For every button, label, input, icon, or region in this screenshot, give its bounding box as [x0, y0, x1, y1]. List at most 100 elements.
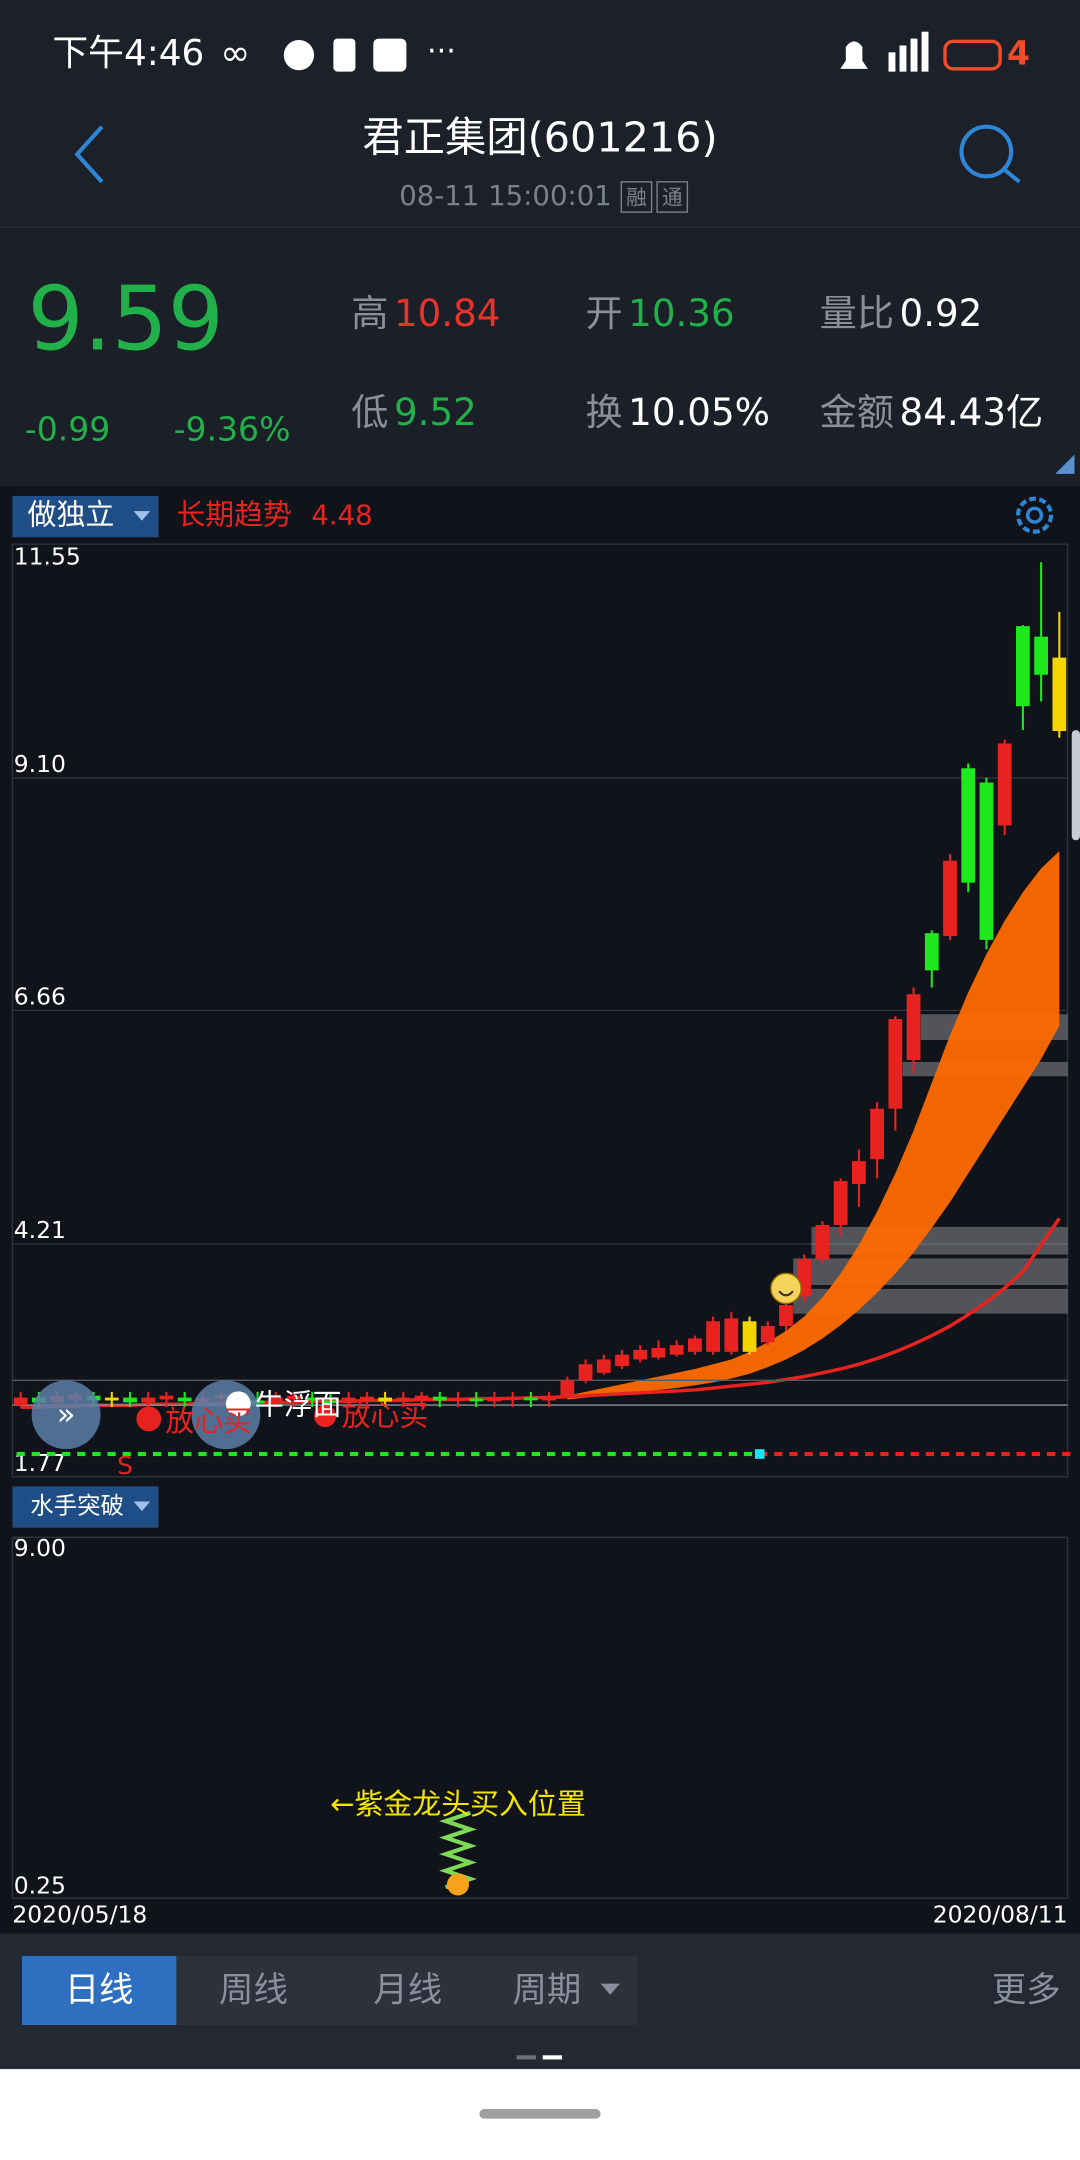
page-dot [516, 2055, 536, 2060]
trend-label: 长期趋势 [176, 498, 292, 532]
stat-value: 10.84 [394, 291, 500, 335]
signal-dash [546, 1451, 556, 1457]
candle-body [505, 1396, 520, 1400]
signal-dot [314, 1405, 337, 1428]
search-button[interactable] [959, 124, 1021, 184]
battery-level: 4 [1007, 34, 1030, 73]
signal-dash [986, 1451, 995, 1457]
more-icon: ··· [427, 34, 456, 69]
indicator-dropdown[interactable] [12, 1486, 159, 1528]
smiley-mouth [778, 1290, 794, 1297]
candle-body [651, 1348, 666, 1358]
back-button[interactable] [74, 125, 104, 184]
candle-body [742, 1321, 757, 1352]
candle-body [360, 1396, 374, 1400]
tab[interactable]: 周期 [512, 1970, 581, 2010]
badge: 融 [626, 185, 647, 209]
tab[interactable]: 日线 [65, 1970, 134, 2010]
signal-dash [46, 1451, 56, 1457]
signal-dash [652, 1451, 662, 1457]
signal-dash [940, 1451, 950, 1457]
candle-body [815, 1224, 830, 1260]
signal-dash [137, 1451, 147, 1457]
signal-dash [122, 1451, 131, 1457]
signal-dash [410, 1451, 419, 1457]
signal-dash [1062, 1451, 1071, 1457]
signal-dash [683, 1451, 692, 1457]
tab-active[interactable] [22, 1956, 177, 2025]
signal-dash [77, 1451, 86, 1457]
resistance-zone [811, 1226, 1068, 1255]
signal-dash [380, 1451, 389, 1457]
home-indicator[interactable] [479, 2109, 601, 2119]
candle-body [706, 1321, 720, 1352]
x-start-label: 2020/05/18 [12, 1901, 147, 1929]
trend-band [567, 851, 1060, 1400]
signal-dash [971, 1451, 980, 1457]
candle-body [141, 1397, 156, 1403]
signal-dot [136, 1406, 162, 1432]
lower-plot: 0.25 9.00 ←紫金龙头买入位置 [12, 1534, 586, 1900]
signal-dash [637, 1451, 647, 1457]
badge-box [656, 181, 689, 213]
more-tab[interactable]: 更多 [992, 1970, 1061, 2010]
last-price: 9.59 [28, 268, 224, 371]
candle-body [396, 1397, 411, 1402]
candle-body [870, 1108, 885, 1160]
candle-body [1016, 626, 1030, 707]
indicator-name: 水手突破 [30, 1492, 124, 1520]
candle-body [104, 1397, 119, 1401]
infinity-icon: ∞ [220, 33, 250, 74]
signal-dot [225, 1391, 251, 1417]
stat-label: 金额 [820, 390, 894, 434]
signal-dash [819, 1451, 828, 1457]
annotation: S [117, 1451, 133, 1480]
signal-dash [1016, 1451, 1025, 1457]
y-tick-label: 0.25 [14, 1872, 66, 1900]
signal-dash [395, 1451, 404, 1457]
signal-annotation: ←紫金龙头买入位置 [330, 1787, 585, 1821]
signal-dash [865, 1451, 874, 1457]
badge: 通 [662, 185, 683, 209]
candle-body [378, 1397, 392, 1402]
signal-dash [304, 1451, 313, 1457]
signal-dash [895, 1451, 904, 1457]
candle-body [724, 1318, 739, 1352]
stat-value: 84.43亿 [900, 390, 1044, 434]
battery-icon [943, 39, 1002, 71]
signal-dash [774, 1451, 783, 1457]
signal-dash [804, 1451, 813, 1457]
y-tick-label: 9.10 [14, 750, 66, 778]
signal-dash [92, 1451, 101, 1457]
signal-dash [349, 1451, 359, 1457]
candle-body [287, 1395, 301, 1400]
candle-body [906, 994, 921, 1061]
signal-dash [152, 1451, 162, 1457]
signal-dash [198, 1451, 207, 1457]
candle-body [943, 860, 957, 937]
signal-dash [486, 1451, 495, 1457]
candle-body [451, 1397, 465, 1401]
signal-bar [888, 52, 896, 72]
settings-button[interactable] [1015, 496, 1054, 534]
tab[interactable]: 月线 [373, 1970, 442, 2010]
signal-dash [789, 1451, 798, 1457]
candle-body [560, 1380, 575, 1396]
expand-corner[interactable] [1055, 454, 1075, 474]
signal-dash [440, 1451, 450, 1457]
signal-dash [31, 1451, 40, 1457]
tab[interactable]: 周线 [219, 1970, 288, 2010]
gear-outer [1015, 496, 1054, 534]
quote-bg [0, 228, 1080, 485]
signal-dash [834, 1451, 844, 1457]
float-button [31, 1380, 101, 1450]
signal-dash [925, 1451, 934, 1457]
stat-value: 9.52 [394, 390, 477, 434]
signal-dash [107, 1451, 116, 1457]
candle-body [1034, 636, 1049, 675]
hash-icon [373, 38, 407, 72]
candle-body [888, 1019, 903, 1109]
indicator-dropdown[interactable] [12, 495, 159, 538]
signal-dash [16, 1451, 25, 1457]
alert-icon [333, 38, 356, 72]
